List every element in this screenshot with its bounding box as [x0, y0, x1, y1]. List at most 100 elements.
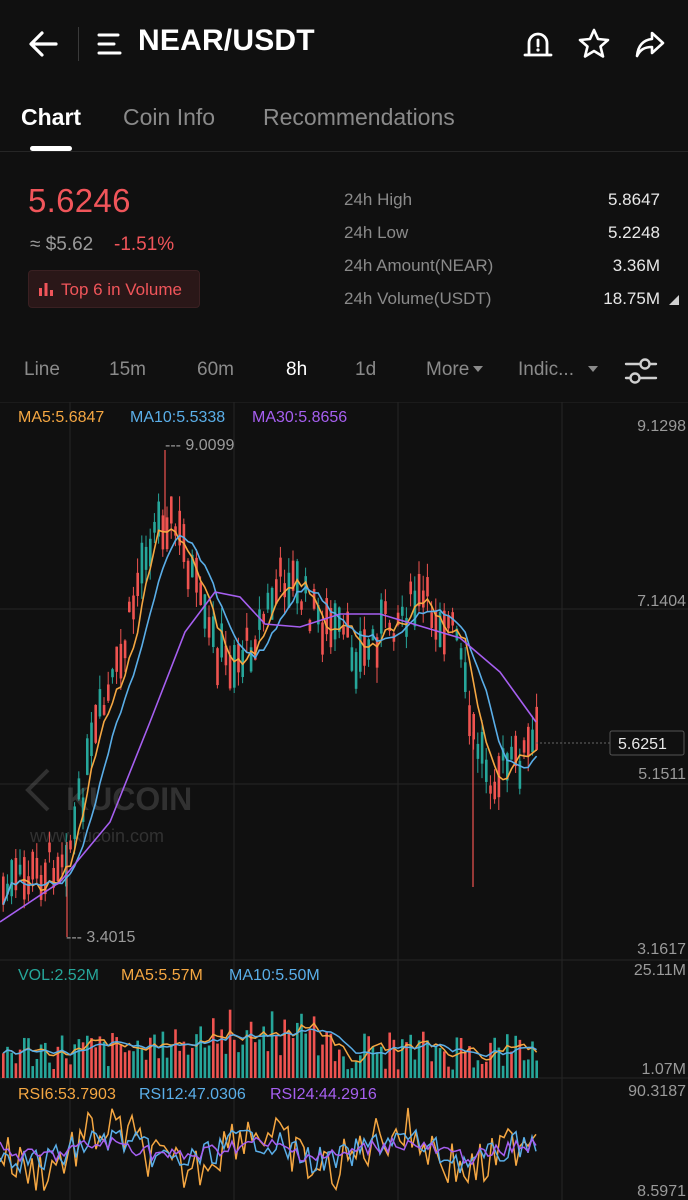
- pair-title[interactable]: NEAR/USDT: [138, 24, 315, 57]
- volume-bar: [69, 1064, 72, 1078]
- interval-8h[interactable]: 8h: [286, 359, 308, 380]
- volume-bar: [476, 1060, 480, 1078]
- volume-bar: [506, 1034, 509, 1078]
- kline-chart-area[interactable]: KUCOIN www.kucoin.com 5.6251 --- 9.0099 …: [0, 402, 688, 1200]
- volume-bar: [296, 1022, 299, 1078]
- favorite-star-icon[interactable]: [576, 26, 612, 62]
- volume-bar: [23, 1037, 26, 1078]
- candle-body: [262, 613, 265, 624]
- legend-vol-ma10: MA10:5.50M: [229, 967, 320, 984]
- volume-bar: [2, 1053, 5, 1078]
- stat-row[interactable]: 24h Volume(USDT) 18.75M: [344, 285, 684, 315]
- candle-body: [522, 740, 526, 753]
- candlesticks: [2, 450, 538, 937]
- tab-coin-info[interactable]: Coin Info: [123, 104, 216, 130]
- tab-bar: Chart Coin Info Recommendations: [0, 96, 688, 152]
- volume-bar: [359, 1055, 362, 1078]
- volume-bar: [165, 1057, 169, 1078]
- volume-bar: [367, 1036, 370, 1078]
- tab-recommendations[interactable]: Recommendations: [263, 104, 455, 130]
- watermark-url: www.kucoin.com: [29, 826, 164, 846]
- interval-60m[interactable]: 60m: [197, 359, 234, 380]
- volume-bar: [228, 1009, 232, 1078]
- axis-label: 3.1617: [637, 941, 686, 958]
- volume-bar: [409, 1034, 412, 1078]
- volume-bar: [31, 1066, 34, 1078]
- volume-bar: [266, 1051, 270, 1078]
- rsi12-line: [0, 1128, 537, 1175]
- candle-body: [409, 581, 412, 595]
- candle-body: [18, 864, 22, 875]
- interval-more-dropdown[interactable]: More: [426, 359, 484, 381]
- chart-settings-sliders-icon[interactable]: [622, 354, 660, 388]
- stat-row: 24h Amount(NEAR) 3.36M: [344, 252, 684, 282]
- volume-bar: [312, 1016, 316, 1078]
- volume-bar: [149, 1037, 152, 1078]
- stat-row: 24h Low 5.2248: [344, 219, 684, 249]
- volume-bar: [459, 1037, 463, 1078]
- volume-bar: [81, 1042, 85, 1078]
- ma30-line: [0, 591, 537, 923]
- volume-bar: [191, 1047, 194, 1078]
- volume-bar: [144, 1059, 148, 1078]
- candle-body: [128, 601, 131, 613]
- volume-bar: [485, 1061, 488, 1078]
- volume-bar: [6, 1046, 9, 1078]
- candle-body: [485, 759, 488, 782]
- candle-body: [140, 542, 144, 584]
- candle-body: [31, 851, 34, 880]
- kline-chart-svg[interactable]: KUCOIN www.kucoin.com 5.6251 --- 9.0099 …: [0, 402, 688, 1200]
- volume-bar: [178, 1050, 181, 1078]
- candle-body: [94, 704, 97, 743]
- volume-rank-text: Top 6 in Volume: [61, 280, 182, 299]
- volume-bar: [497, 1047, 501, 1078]
- volume-bar: [396, 1069, 400, 1078]
- volume-bar: [140, 1047, 144, 1078]
- volume-bar: [94, 1047, 97, 1078]
- volume-bar: [216, 1043, 219, 1078]
- candle-body: [384, 601, 387, 615]
- volume-bar: [186, 1054, 190, 1078]
- volume-bar: [300, 1013, 303, 1078]
- candle-body: [107, 684, 110, 701]
- candle-body: [325, 598, 328, 635]
- candle-body: [86, 738, 89, 775]
- interval-15m[interactable]: 15m: [109, 359, 146, 380]
- volume-bar: [510, 1051, 513, 1078]
- candle-body: [300, 601, 303, 610]
- interval-1d[interactable]: 1d: [355, 359, 377, 380]
- volume-bar: [317, 1055, 320, 1078]
- candle-body: [527, 726, 530, 757]
- axis-label: 1.07M: [642, 1061, 686, 1078]
- volume-bar: [270, 1011, 274, 1078]
- volume-bar: [245, 1030, 249, 1078]
- indicators-dropdown[interactable]: Indic...: [518, 359, 598, 381]
- candle-body: [417, 573, 421, 607]
- volume-bar: [102, 1041, 106, 1078]
- volume-rank-badge[interactable]: Top 6 in Volume: [28, 270, 200, 308]
- volume-bar: [262, 1026, 265, 1078]
- candle-body: [338, 607, 341, 632]
- candle-body: [493, 781, 496, 800]
- candle-body: [380, 599, 383, 634]
- volume-bar: [52, 1069, 55, 1078]
- candle-body: [77, 778, 81, 800]
- menu-icon[interactable]: [96, 30, 126, 58]
- volume-bar: [384, 1068, 387, 1078]
- volume-bar: [86, 1035, 89, 1078]
- back-arrow-icon[interactable]: [26, 26, 66, 62]
- share-icon[interactable]: [632, 26, 668, 62]
- price-alert-icon[interactable]: [520, 26, 556, 62]
- legend-vol: VOL:2.52M: [18, 967, 99, 984]
- volume-ma-lines: [2, 1022, 538, 1063]
- volume-bar: [279, 1055, 282, 1078]
- candle-body: [207, 617, 211, 638]
- volume-bar: [518, 1039, 522, 1078]
- candle-body: [144, 546, 148, 570]
- candle-body: [501, 748, 505, 761]
- volume-bar: [220, 1029, 223, 1078]
- candle-body: [258, 609, 261, 630]
- interval-line[interactable]: Line: [24, 359, 60, 380]
- tab-chart[interactable]: Chart: [21, 104, 82, 130]
- candle-body: [199, 582, 202, 606]
